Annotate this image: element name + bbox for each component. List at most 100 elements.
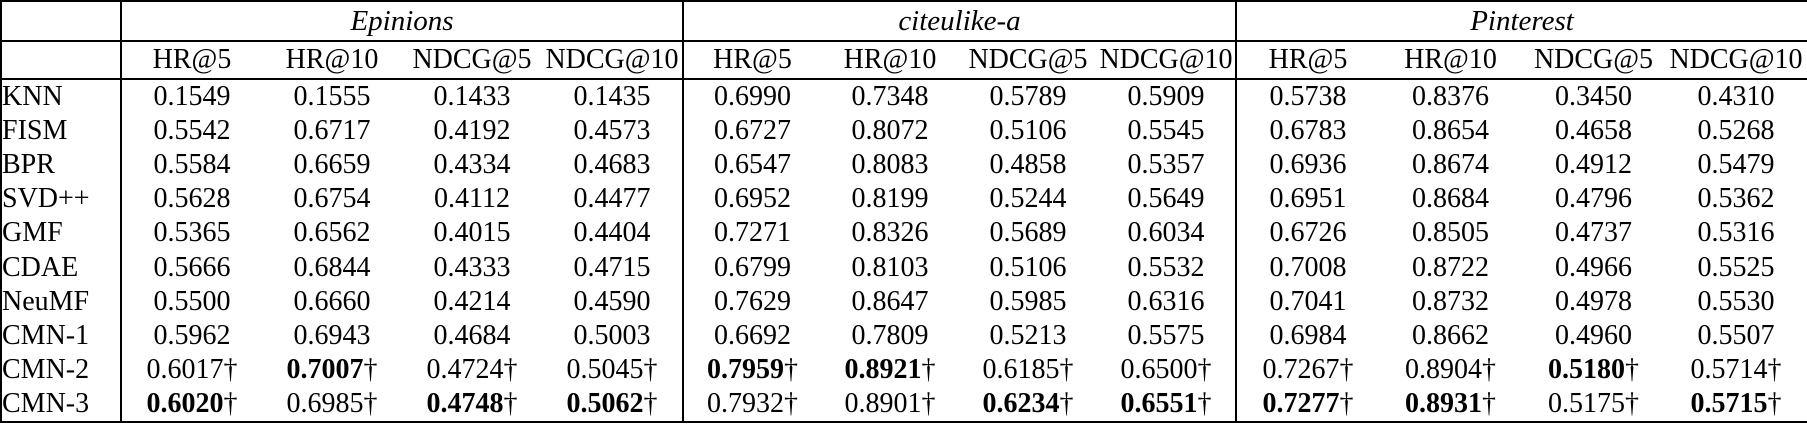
- dataset-header-citeulike-a: citeulike-a: [682, 1, 1236, 42]
- dagger-mark: †: [1059, 353, 1074, 385]
- metric-value: 0.6551†: [1097, 387, 1236, 422]
- metric-value: 0.8654: [1379, 114, 1522, 148]
- metric-number: 0.5507: [1697, 319, 1775, 351]
- metric-number: 0.4960: [1555, 319, 1632, 351]
- metric-value: 0.6844: [262, 250, 402, 284]
- metric-number: 0.6799: [714, 251, 791, 283]
- metric-value: 0.5045†: [542, 353, 683, 387]
- metric-value: 0.4477: [542, 182, 683, 216]
- metric-value: 0.5479: [1665, 148, 1807, 182]
- metric-value: 0.8647: [821, 285, 959, 319]
- metric-number: 0.1435: [573, 81, 651, 113]
- metric-number: 0.4715: [573, 251, 651, 283]
- table-row: KNN 0.1549 0.1555 0.1433 0.1435 0.6990 0.7348 0…: [1, 79, 1807, 115]
- metric-number: 0.5500: [153, 285, 231, 317]
- metric-value: 0.5362: [1665, 182, 1807, 216]
- table-row: GMF 0.5365 0.6562 0.4015 0.4404 0.7271 0.8326 0…: [1, 216, 1807, 251]
- metric-header: NDCG@5: [1522, 41, 1665, 80]
- metric-value: 0.1549: [120, 79, 262, 115]
- metric-number: 0.6783: [1269, 115, 1347, 147]
- metric-value: 0.4978: [1522, 285, 1665, 319]
- dagger-mark: †: [643, 353, 658, 385]
- metric-number: 0.6754: [293, 183, 371, 215]
- dagger-mark: †: [1197, 353, 1212, 385]
- metric-value: 0.4748†: [402, 387, 542, 422]
- metric-value: 0.6783: [1235, 114, 1379, 149]
- metric-number: 0.7932: [707, 387, 784, 419]
- metric-value: 0.8674: [1379, 148, 1522, 182]
- model-name: CMN-3: [2, 387, 90, 419]
- metric-value: 0.5738: [1235, 79, 1379, 115]
- metric-value: 0.6951: [1235, 182, 1379, 217]
- metric-number: 0.4684: [433, 319, 511, 351]
- metric-number: 0.5715: [1690, 387, 1768, 419]
- metric-number: 0.4015: [433, 217, 511, 249]
- metric-number: 0.4858: [989, 149, 1067, 181]
- metric-value: 0.4960: [1522, 319, 1665, 353]
- table-row: BPR 0.5584 0.6659 0.4334 0.4683 0.6547 0.8083 0…: [1, 148, 1807, 183]
- metric-value: 0.5244: [959, 182, 1097, 216]
- metric-value: 0.4966: [1522, 250, 1665, 284]
- corner-cell: [1, 1, 121, 42]
- metric-value: 0.7271: [682, 216, 821, 251]
- metric-number: 0.5575: [1127, 319, 1205, 351]
- metric-value: 0.4858: [959, 148, 1097, 182]
- metric-number: 0.8662: [1412, 319, 1489, 351]
- metric-value: 0.7809: [821, 319, 959, 353]
- metric-number: 0.5357: [1127, 149, 1205, 181]
- metric-value: 0.6316: [1097, 285, 1236, 319]
- metric-number: 0.7809: [851, 319, 929, 351]
- metric-number: 0.5316: [1697, 217, 1775, 249]
- metric-number: 0.4683: [573, 149, 651, 181]
- dagger-mark: †: [1767, 387, 1782, 419]
- metric-value: 0.6017†: [120, 352, 262, 387]
- metric-value: 0.5532: [1097, 250, 1236, 284]
- metric-number: 0.8326: [851, 217, 929, 249]
- metric-number: 0.5106: [989, 251, 1067, 283]
- metric-number: 0.6017: [146, 353, 224, 385]
- metric-value: 0.6660: [262, 285, 402, 319]
- metric-number: 0.4978: [1555, 285, 1632, 317]
- metric-value: 0.6500†: [1097, 353, 1236, 387]
- dagger-mark: †: [921, 353, 936, 385]
- metric-value: 0.1555: [262, 79, 402, 114]
- metric-header: NDCG@10: [542, 41, 683, 80]
- metric-value: 0.6726: [1235, 216, 1379, 251]
- metric-number: 0.8083: [851, 149, 929, 181]
- metric-value: 0.6234†: [959, 387, 1097, 422]
- metric-value: 0.5715†: [1665, 387, 1807, 422]
- table-row: CDAE 0.5666 0.6844 0.4333 0.4715 0.6799 0.8103…: [1, 250, 1807, 285]
- metric-value: 0.4334: [402, 148, 542, 182]
- metric-header: NDCG@10: [1665, 41, 1807, 80]
- metric-number: 0.8199: [851, 183, 929, 215]
- metric-number: 0.6234: [982, 387, 1060, 419]
- metric-header: HR@5: [120, 41, 262, 80]
- metric-value: 0.4112: [402, 182, 542, 216]
- metric-number: 0.4333: [433, 251, 511, 283]
- metric-value: 0.5062†: [542, 387, 683, 422]
- metric-value: 0.5525: [1665, 250, 1807, 284]
- metric-value: 0.3450: [1522, 79, 1665, 114]
- metric-value: 0.6754: [262, 182, 402, 216]
- metric-value: 0.8684: [1379, 182, 1522, 216]
- metric-number: 0.4192: [433, 115, 511, 147]
- model-name: KNN: [2, 81, 63, 113]
- metric-number: 0.5106: [989, 115, 1067, 147]
- metric-number: 0.8684: [1412, 183, 1489, 215]
- metric-number: 0.6551: [1120, 387, 1198, 419]
- dagger-mark: †: [223, 353, 238, 385]
- metric-number: 0.5045: [566, 353, 644, 385]
- dataset-header-pinterest: Pinterest: [1235, 1, 1807, 42]
- dataset-header-epinions: Epinions: [120, 1, 683, 42]
- dataset-header-row: Epinions citeulike-a Pinterest: [1, 1, 1807, 42]
- metric-number: 0.8931: [1405, 387, 1482, 419]
- metric-number: 0.8654: [1412, 115, 1489, 147]
- metric-value: 0.4715: [542, 250, 683, 284]
- metric-number: 0.5649: [1127, 183, 1205, 215]
- metric-value: 0.6727: [682, 114, 821, 149]
- metric-number: 0.8722: [1412, 251, 1489, 283]
- metric-number: 0.5628: [153, 183, 231, 215]
- dagger-mark: †: [503, 387, 518, 419]
- metric-value: 0.6990: [682, 79, 821, 115]
- metric-number: 0.6943: [293, 319, 371, 351]
